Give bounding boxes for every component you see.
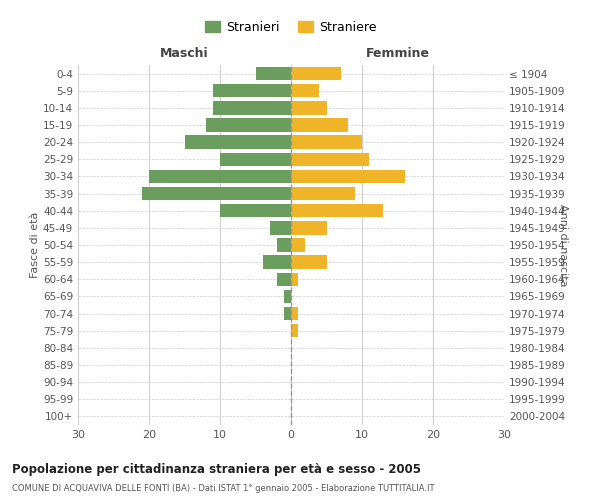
Bar xyxy=(291,118,348,132)
Bar xyxy=(284,307,291,320)
Legend: Stranieri, Straniere: Stranieri, Straniere xyxy=(201,18,381,38)
Bar xyxy=(291,67,341,80)
Bar xyxy=(291,238,305,252)
Bar xyxy=(291,324,298,338)
Text: Maschi: Maschi xyxy=(160,47,209,60)
Bar xyxy=(291,136,362,149)
Bar xyxy=(149,170,291,183)
Bar xyxy=(270,221,291,234)
Text: Popolazione per cittadinanza straniera per età e sesso - 2005: Popolazione per cittadinanza straniera p… xyxy=(12,462,421,475)
Bar xyxy=(291,221,326,234)
Bar xyxy=(213,101,291,114)
Text: COMUNE DI ACQUAVIVA DELLE FONTI (BA) - Dati ISTAT 1° gennaio 2005 - Elaborazione: COMUNE DI ACQUAVIVA DELLE FONTI (BA) - D… xyxy=(12,484,434,493)
Bar xyxy=(291,187,355,200)
Bar xyxy=(263,256,291,269)
Bar xyxy=(142,187,291,200)
Bar xyxy=(291,272,298,286)
Text: Femmine: Femmine xyxy=(365,47,430,60)
Bar xyxy=(291,170,404,183)
Bar xyxy=(220,204,291,218)
Y-axis label: Fasce di età: Fasce di età xyxy=(30,212,40,278)
Bar xyxy=(291,152,369,166)
Bar xyxy=(291,84,319,98)
Bar xyxy=(213,84,291,98)
Bar xyxy=(291,256,326,269)
Bar xyxy=(291,204,383,218)
Bar xyxy=(291,307,298,320)
Bar xyxy=(185,136,291,149)
Bar xyxy=(220,152,291,166)
Bar xyxy=(284,290,291,303)
Y-axis label: Anni di nascita: Anni di nascita xyxy=(559,204,568,286)
Bar xyxy=(277,272,291,286)
Bar xyxy=(291,101,326,114)
Bar xyxy=(277,238,291,252)
Bar xyxy=(206,118,291,132)
Bar xyxy=(256,67,291,80)
